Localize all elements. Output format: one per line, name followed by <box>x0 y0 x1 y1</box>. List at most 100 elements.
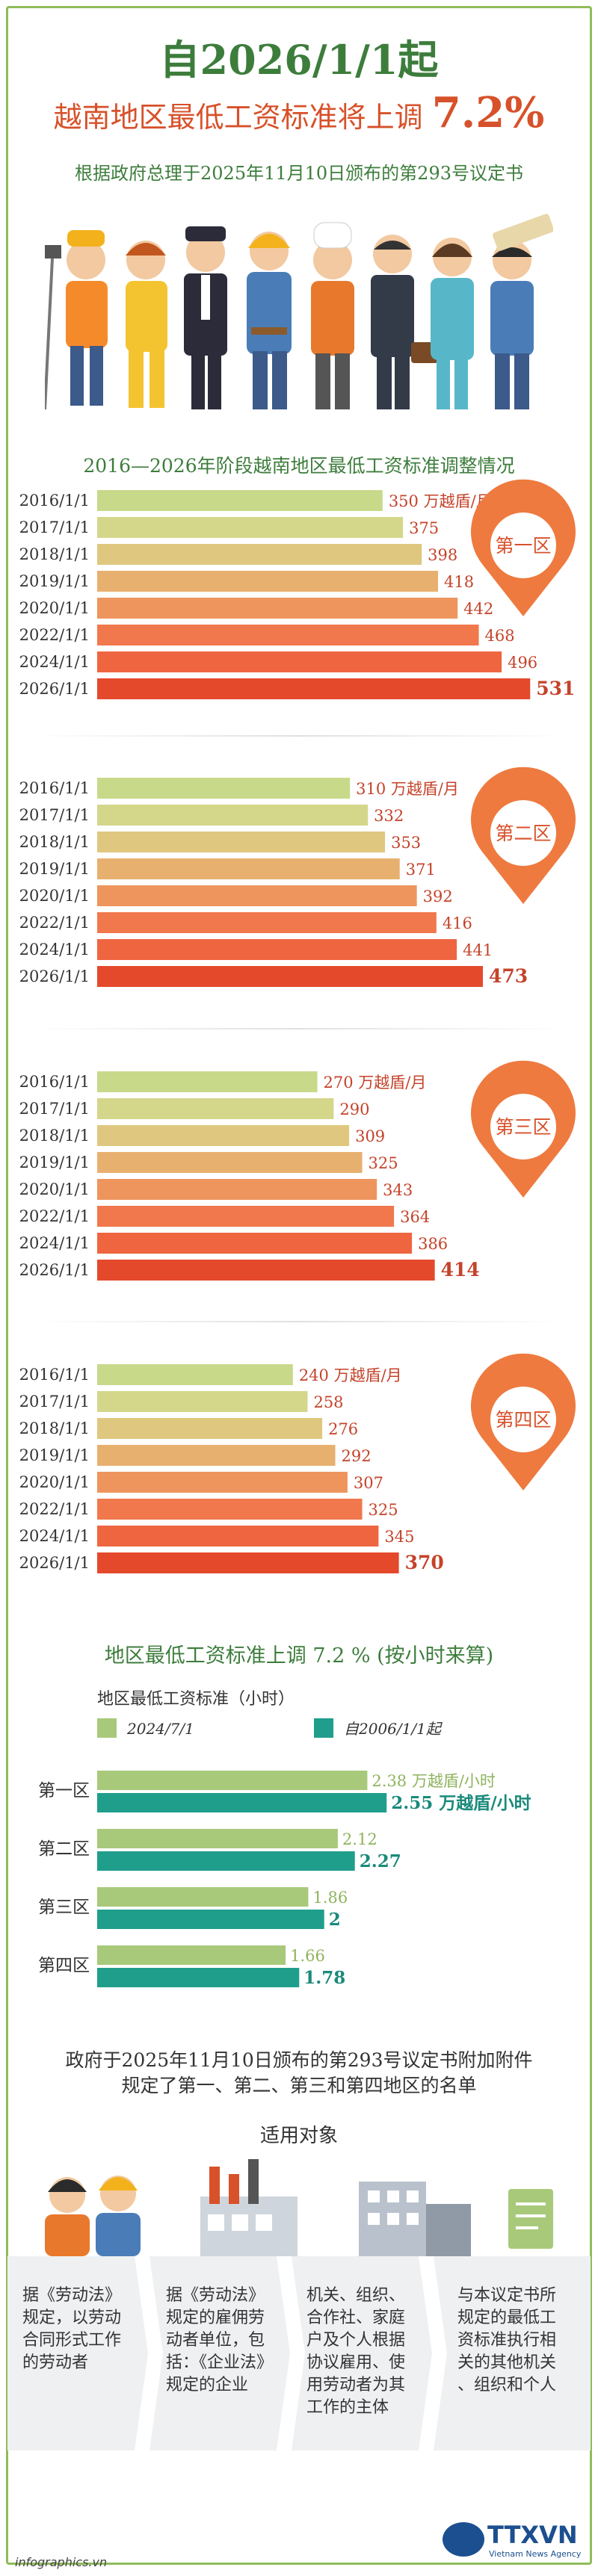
audience-item-line: 资标准执行相 <box>457 2331 557 2350</box>
value-label: 496 <box>508 654 537 672</box>
audience-item-line: 机关、组织、 <box>306 2286 406 2305</box>
category-label: 2019/1/1 <box>19 572 90 590</box>
audience-item-line: 关的其他机关 <box>457 2353 557 2372</box>
audience-item-line: 规定的最低工 <box>457 2309 557 2327</box>
chart-region-1: 2016/1/1 350 万越盾/月 2017/1/1 375 2018/1/1 398 2… <box>19 479 576 699</box>
bar <box>97 1418 323 1439</box>
value-label: 414 <box>441 1259 480 1281</box>
bar <box>97 1364 293 1385</box>
value-label: 2.12 <box>342 1830 377 1848</box>
audience-item-line: 合同形式工作 <box>22 2331 122 2350</box>
value-label: 310 万越盾/月 <box>356 780 459 798</box>
value-label: 1.66 <box>290 1947 325 1965</box>
chart-region-3: 2016/1/1 270 万越盾/月 2017/1/1 290 2018/1/1 309 2… <box>19 1060 576 1281</box>
bar <box>97 939 457 960</box>
value-label: 332 <box>374 807 404 825</box>
bar <box>97 1829 338 1848</box>
audience-item-line: 工作的主体 <box>306 2398 389 2417</box>
office-building-icon <box>359 2182 471 2256</box>
bar <box>97 1098 334 1119</box>
category-label: 2022/1/1 <box>19 626 90 644</box>
bar <box>97 1391 308 1412</box>
legend-swatch <box>97 1718 117 1738</box>
bar <box>97 805 369 826</box>
category-label: 2020/1/1 <box>19 599 90 617</box>
chart-region-4: 2016/1/1 240 万越盾/月 2017/1/1 258 2018/1/1 276 2… <box>19 1353 576 1573</box>
bar <box>97 1125 350 1146</box>
headline-text: 越南地区最低工资标准将上调 <box>53 101 423 134</box>
headline: 越南地区最低工资标准将上调 7.2% <box>0 88 598 137</box>
audience-item-line: 用劳动者为其 <box>306 2376 406 2394</box>
bar <box>97 1771 368 1790</box>
bar <box>97 1910 324 1929</box>
bar <box>97 1445 336 1466</box>
value-label: 418 <box>444 573 474 591</box>
audience-item-line: 规定的雇佣劳 <box>166 2309 265 2327</box>
value-label: 441 <box>463 941 493 959</box>
category-label: 2017/1/1 <box>19 806 90 824</box>
audience-title: 适用对象 <box>259 2125 338 2147</box>
bar <box>97 912 437 933</box>
category-label: 2024/1/1 <box>19 653 90 671</box>
bar <box>97 1945 286 1965</box>
value-label: 531 <box>536 678 575 699</box>
category-label: 2018/1/1 <box>19 1419 90 1437</box>
bar <box>97 651 502 672</box>
category-label: 2026/1/1 <box>19 1554 90 1572</box>
category-label: 2019/1/1 <box>19 1154 90 1171</box>
category-label: 2016/1/1 <box>19 492 90 510</box>
bar <box>97 778 351 799</box>
category-label: 2026/1/1 <box>19 967 90 985</box>
bar <box>97 1260 435 1281</box>
bar <box>97 1552 399 1573</box>
category-label: 2019/1/1 <box>19 1446 90 1464</box>
annex-note-line2: 规定了第一、第二、第三和第四地区的名单 <box>121 2075 477 2096</box>
audience-item-line: 合作社、家庭 <box>306 2309 406 2327</box>
source-note: 根据政府总理于2025年11月10日颁布的第293号议定书 <box>75 163 523 184</box>
bar <box>97 832 386 852</box>
page-title: 自2026/1/1起 <box>159 36 439 84</box>
footer-site: infographics.vn <box>15 2555 108 2569</box>
worker-businessman-icon <box>371 235 438 409</box>
bar <box>97 1793 387 1812</box>
audience-item-line: 规定的企业 <box>166 2376 249 2394</box>
audience-item-line: 据《劳动法》 <box>166 2286 265 2305</box>
category-label: 2019/1/1 <box>19 860 90 878</box>
bar <box>97 1071 318 1092</box>
value-label: 392 <box>423 888 453 905</box>
region-label: 第一区 <box>495 535 551 557</box>
category-label: 2026/1/1 <box>19 680 90 698</box>
bar <box>97 1472 348 1493</box>
bar <box>97 1179 377 1200</box>
bar <box>97 1499 363 1520</box>
bar <box>97 858 400 879</box>
value-label: 325 <box>369 1154 398 1172</box>
category-label: 2020/1/1 <box>19 1180 90 1198</box>
footer-logo: TTXVN <box>487 2521 578 2549</box>
value-label: 371 <box>406 861 436 879</box>
value-label: 473 <box>489 965 528 987</box>
agency-logo-icon <box>443 2522 484 2557</box>
worker-carpenter-icon <box>490 214 553 409</box>
value-label: 1.78 <box>303 1968 345 1988</box>
map-pin-inner <box>490 513 556 578</box>
audience-item-line: 户及个人根据 <box>306 2331 406 2350</box>
bar <box>97 598 458 619</box>
category-label: 第四区 <box>38 1956 90 1975</box>
category-label: 2026/1/1 <box>19 1261 90 1279</box>
annex-note-line1: 政府于2025年11月10日颁布的第293号议定书附加附件 <box>65 2049 533 2071</box>
audience-item-line: 的劳动者 <box>22 2353 89 2372</box>
category-label: 2018/1/1 <box>19 833 90 851</box>
category-label: 2020/1/1 <box>19 887 90 905</box>
worker-chef-icon <box>311 222 354 409</box>
region-label: 第二区 <box>495 823 551 844</box>
value-label: 416 <box>443 914 472 932</box>
value-label: 309 <box>355 1127 385 1145</box>
legend-label: 自2006/1/1起 <box>344 1720 443 1738</box>
category-label: 2017/1/1 <box>19 1100 90 1118</box>
category-label: 第二区 <box>38 1839 90 1859</box>
value-label: 442 <box>463 600 493 618</box>
category-label: 2022/1/1 <box>19 1500 90 1518</box>
value-label: 2.27 <box>360 1851 401 1871</box>
